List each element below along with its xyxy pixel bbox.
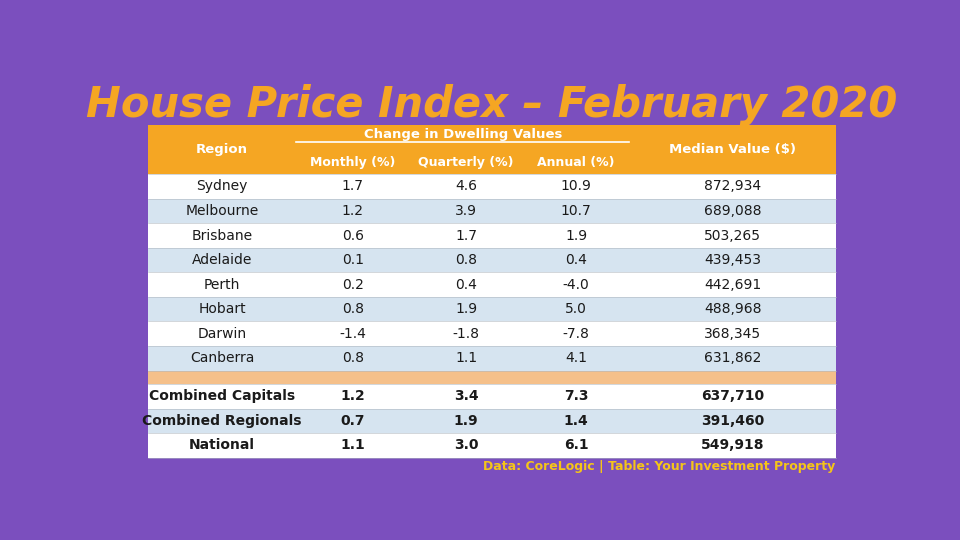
Text: Median Value ($): Median Value ($) bbox=[669, 143, 796, 156]
Text: 1.1: 1.1 bbox=[341, 438, 365, 453]
Text: 3.0: 3.0 bbox=[454, 438, 478, 453]
Text: -7.8: -7.8 bbox=[563, 327, 589, 341]
Text: 1.7: 1.7 bbox=[342, 179, 364, 193]
Text: 7.3: 7.3 bbox=[564, 389, 588, 403]
Text: -4.0: -4.0 bbox=[563, 278, 589, 292]
Text: 0.2: 0.2 bbox=[342, 278, 364, 292]
Text: 1.4: 1.4 bbox=[564, 414, 588, 428]
Text: 5.0: 5.0 bbox=[565, 302, 588, 316]
Text: 4.6: 4.6 bbox=[455, 179, 477, 193]
Text: 631,862: 631,862 bbox=[704, 352, 761, 365]
Bar bbox=[148, 199, 836, 223]
Text: 10.7: 10.7 bbox=[561, 204, 591, 218]
Text: Canberra: Canberra bbox=[190, 352, 254, 365]
Text: Hobart: Hobart bbox=[199, 302, 246, 316]
Text: Perth: Perth bbox=[204, 278, 240, 292]
Text: 0.8: 0.8 bbox=[342, 352, 364, 365]
Text: 1.9: 1.9 bbox=[565, 228, 588, 242]
Text: 6.1: 6.1 bbox=[564, 438, 588, 453]
Text: 439,453: 439,453 bbox=[704, 253, 761, 267]
Text: Quarterly (%): Quarterly (%) bbox=[419, 156, 514, 169]
Text: 3.4: 3.4 bbox=[454, 389, 478, 403]
Text: Data: CoreLogic | Table: Your Investment Property: Data: CoreLogic | Table: Your Investment… bbox=[484, 460, 836, 473]
Text: Change in Dwelling Values: Change in Dwelling Values bbox=[364, 128, 562, 141]
Text: National: National bbox=[189, 438, 255, 453]
Bar bbox=[148, 409, 836, 433]
Text: 689,088: 689,088 bbox=[704, 204, 761, 218]
Text: 637,710: 637,710 bbox=[701, 389, 764, 403]
Text: 0.1: 0.1 bbox=[342, 253, 364, 267]
Text: 0.7: 0.7 bbox=[341, 414, 365, 428]
Text: 1.7: 1.7 bbox=[455, 228, 477, 242]
Text: Combined Capitals: Combined Capitals bbox=[149, 389, 296, 403]
Text: 1.9: 1.9 bbox=[455, 302, 477, 316]
Text: 3.9: 3.9 bbox=[455, 204, 477, 218]
Text: 442,691: 442,691 bbox=[704, 278, 761, 292]
Text: 1.9: 1.9 bbox=[454, 414, 478, 428]
Text: Sydney: Sydney bbox=[197, 179, 248, 193]
Text: Monthly (%): Monthly (%) bbox=[310, 156, 396, 169]
Bar bbox=[148, 370, 836, 384]
Bar bbox=[148, 248, 836, 272]
Bar bbox=[148, 433, 836, 458]
Bar bbox=[148, 297, 836, 321]
Bar bbox=[148, 272, 836, 297]
Text: 0.6: 0.6 bbox=[342, 228, 364, 242]
Text: 549,918: 549,918 bbox=[701, 438, 764, 453]
Text: 1.2: 1.2 bbox=[341, 389, 365, 403]
Text: Darwin: Darwin bbox=[198, 327, 247, 341]
Text: 391,460: 391,460 bbox=[701, 414, 764, 428]
Text: -1.8: -1.8 bbox=[453, 327, 480, 341]
Text: Combined Regionals: Combined Regionals bbox=[142, 414, 302, 428]
Text: 488,968: 488,968 bbox=[704, 302, 761, 316]
Text: 1.1: 1.1 bbox=[455, 352, 477, 365]
Text: Annual (%): Annual (%) bbox=[538, 156, 615, 169]
Text: 0.8: 0.8 bbox=[455, 253, 477, 267]
Bar bbox=[148, 346, 836, 370]
Text: 872,934: 872,934 bbox=[704, 179, 761, 193]
Text: Adelaide: Adelaide bbox=[192, 253, 252, 267]
Text: Brisbane: Brisbane bbox=[192, 228, 252, 242]
Text: -1.4: -1.4 bbox=[339, 327, 366, 341]
Text: House Price Index – February 2020: House Price Index – February 2020 bbox=[86, 84, 898, 125]
Text: 0.4: 0.4 bbox=[565, 253, 588, 267]
Bar bbox=[148, 174, 836, 199]
Text: 0.4: 0.4 bbox=[455, 278, 477, 292]
Bar bbox=[148, 384, 836, 409]
Text: Melbourne: Melbourne bbox=[185, 204, 259, 218]
Text: 368,345: 368,345 bbox=[704, 327, 761, 341]
Text: 0.8: 0.8 bbox=[342, 302, 364, 316]
Text: 1.2: 1.2 bbox=[342, 204, 364, 218]
Text: 503,265: 503,265 bbox=[704, 228, 761, 242]
Bar bbox=[148, 321, 836, 346]
Text: 4.1: 4.1 bbox=[565, 352, 588, 365]
Text: 10.9: 10.9 bbox=[561, 179, 591, 193]
Text: Region: Region bbox=[196, 143, 249, 156]
Bar bbox=[148, 223, 836, 248]
